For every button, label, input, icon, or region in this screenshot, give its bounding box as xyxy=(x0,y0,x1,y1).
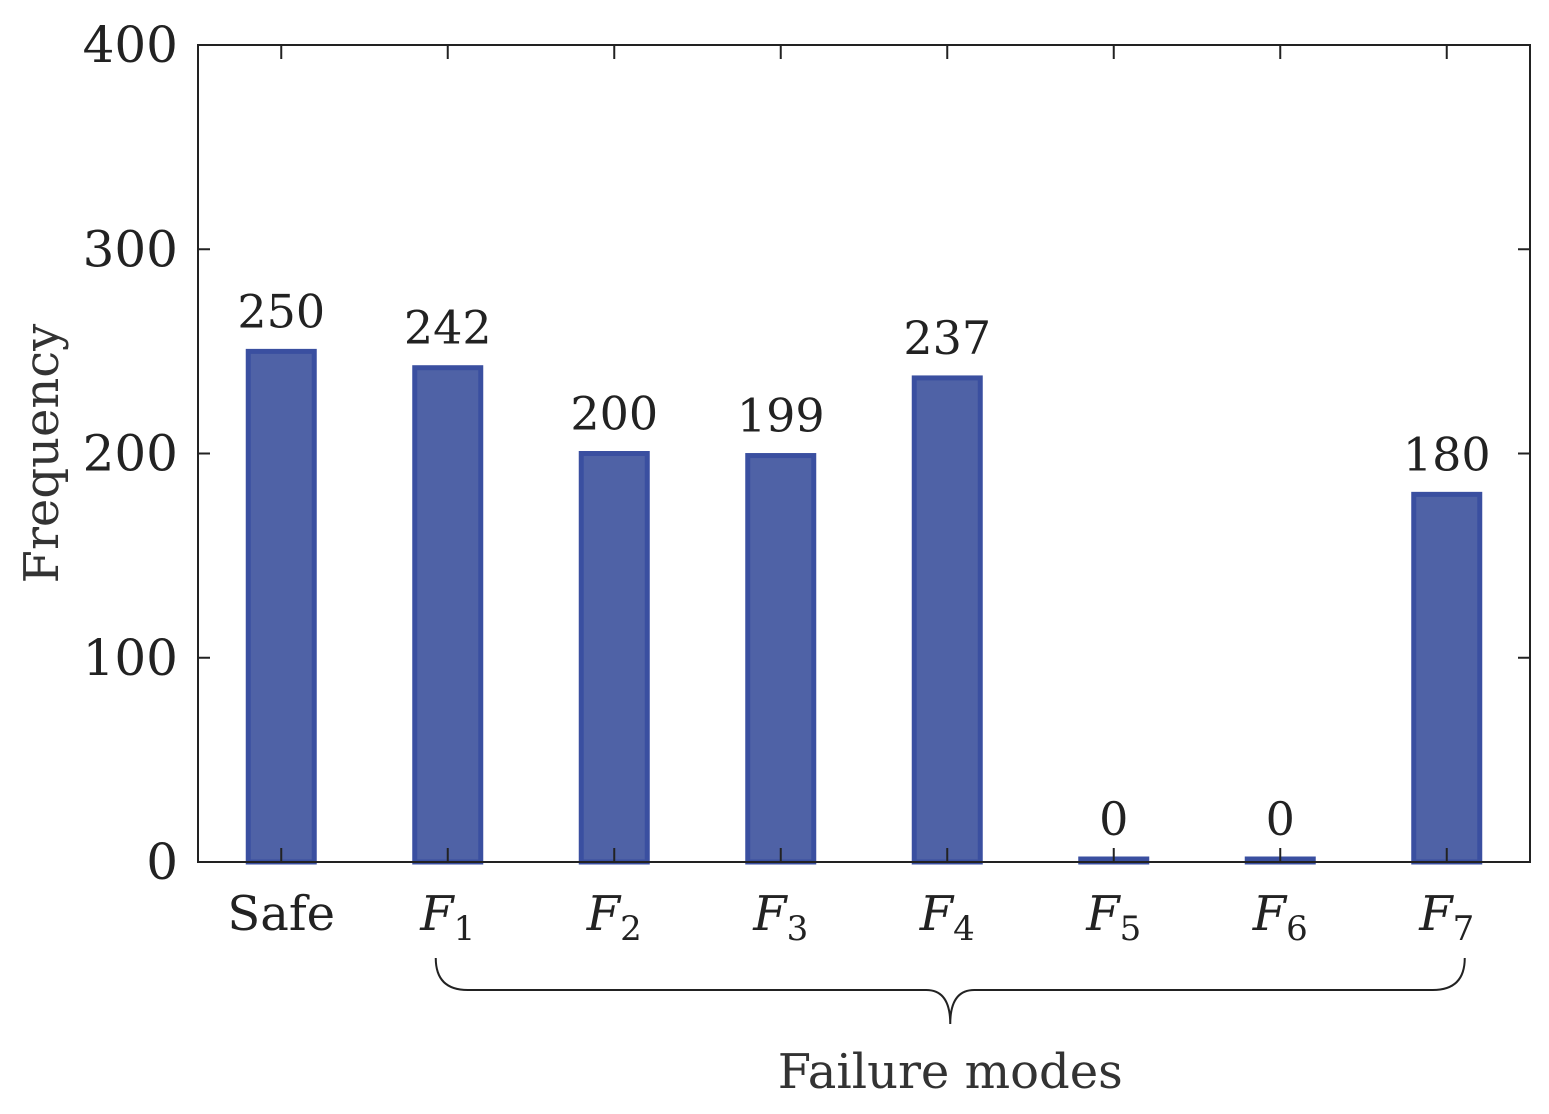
y-axis-title: Frequency xyxy=(14,324,70,584)
bar-f7 xyxy=(1411,491,1483,865)
x-tick-label: F7 xyxy=(1418,886,1474,949)
bar-f3 xyxy=(745,453,817,865)
y-tick-label: 200 xyxy=(83,425,178,483)
data-labels: 250 242 200 199 237 0 0 180 xyxy=(237,284,1490,846)
y-tick-label: 400 xyxy=(83,16,178,74)
y-tick-label: 100 xyxy=(83,629,178,687)
y-tick-label: 300 xyxy=(83,220,178,278)
bar-f2 xyxy=(578,451,650,865)
data-label: 199 xyxy=(737,389,825,443)
y-tick-label: 0 xyxy=(146,833,178,891)
x-tick-labels: Safe F1 F2 F3 F4 F5 F6 F7 xyxy=(227,886,1474,949)
data-label: 200 xyxy=(570,387,658,441)
data-label: 250 xyxy=(237,284,325,338)
x-tick-label: Safe xyxy=(227,886,335,942)
x-tick-label: F4 xyxy=(919,886,975,949)
failure-modes-bracket xyxy=(434,957,1466,1025)
x-tick-label: F5 xyxy=(1085,886,1141,949)
bar-safe xyxy=(245,348,317,865)
x-tick-label: F6 xyxy=(1252,886,1308,949)
y-tick-labels: 0 100 200 300 400 xyxy=(83,16,178,891)
bar-f4 xyxy=(911,375,983,865)
data-label: 242 xyxy=(404,301,492,355)
bar-f1 xyxy=(412,365,484,865)
ticks-layer xyxy=(198,44,1530,863)
plot-area-frame xyxy=(197,44,1531,863)
x-axis-title: Failure modes xyxy=(778,1044,1123,1100)
data-label: 237 xyxy=(903,311,991,365)
x-tick-label: F2 xyxy=(586,886,642,949)
data-label: 0 xyxy=(1266,792,1295,846)
data-label: 180 xyxy=(1403,427,1491,481)
x-tick-label: F1 xyxy=(419,886,475,949)
data-label: 0 xyxy=(1099,792,1128,846)
x-tick-label: F3 xyxy=(752,886,808,949)
bars-layer xyxy=(245,348,1483,865)
